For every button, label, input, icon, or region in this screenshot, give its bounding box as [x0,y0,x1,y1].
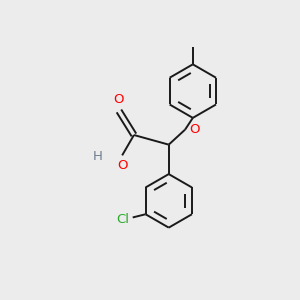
Text: O: O [114,93,124,106]
Text: O: O [189,123,199,136]
Text: Cl: Cl [116,213,129,226]
Text: H: H [93,151,103,164]
Text: O: O [117,159,128,172]
